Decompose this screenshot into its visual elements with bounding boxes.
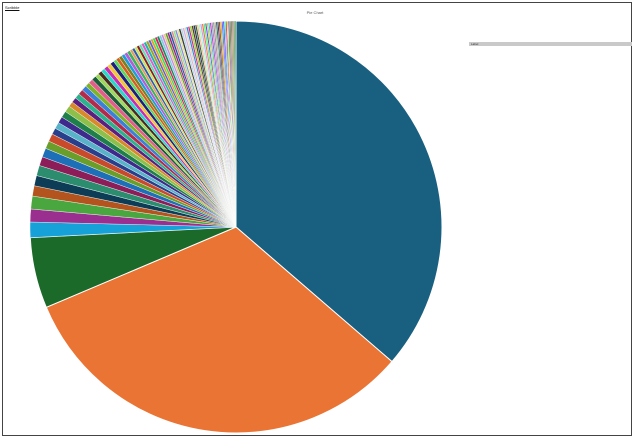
pie-slice[interactable] [235,20,443,363]
legend-item [469,405,632,411]
chart-title: Pie Chart [306,10,324,15]
top-link[interactable]: Scribble [5,5,20,10]
pie-slice[interactable] [234,20,237,228]
pie-slice[interactable] [45,226,393,434]
legend-items [469,46,632,411]
legend-header: Label [469,42,632,46]
legend: Label [469,42,632,412]
